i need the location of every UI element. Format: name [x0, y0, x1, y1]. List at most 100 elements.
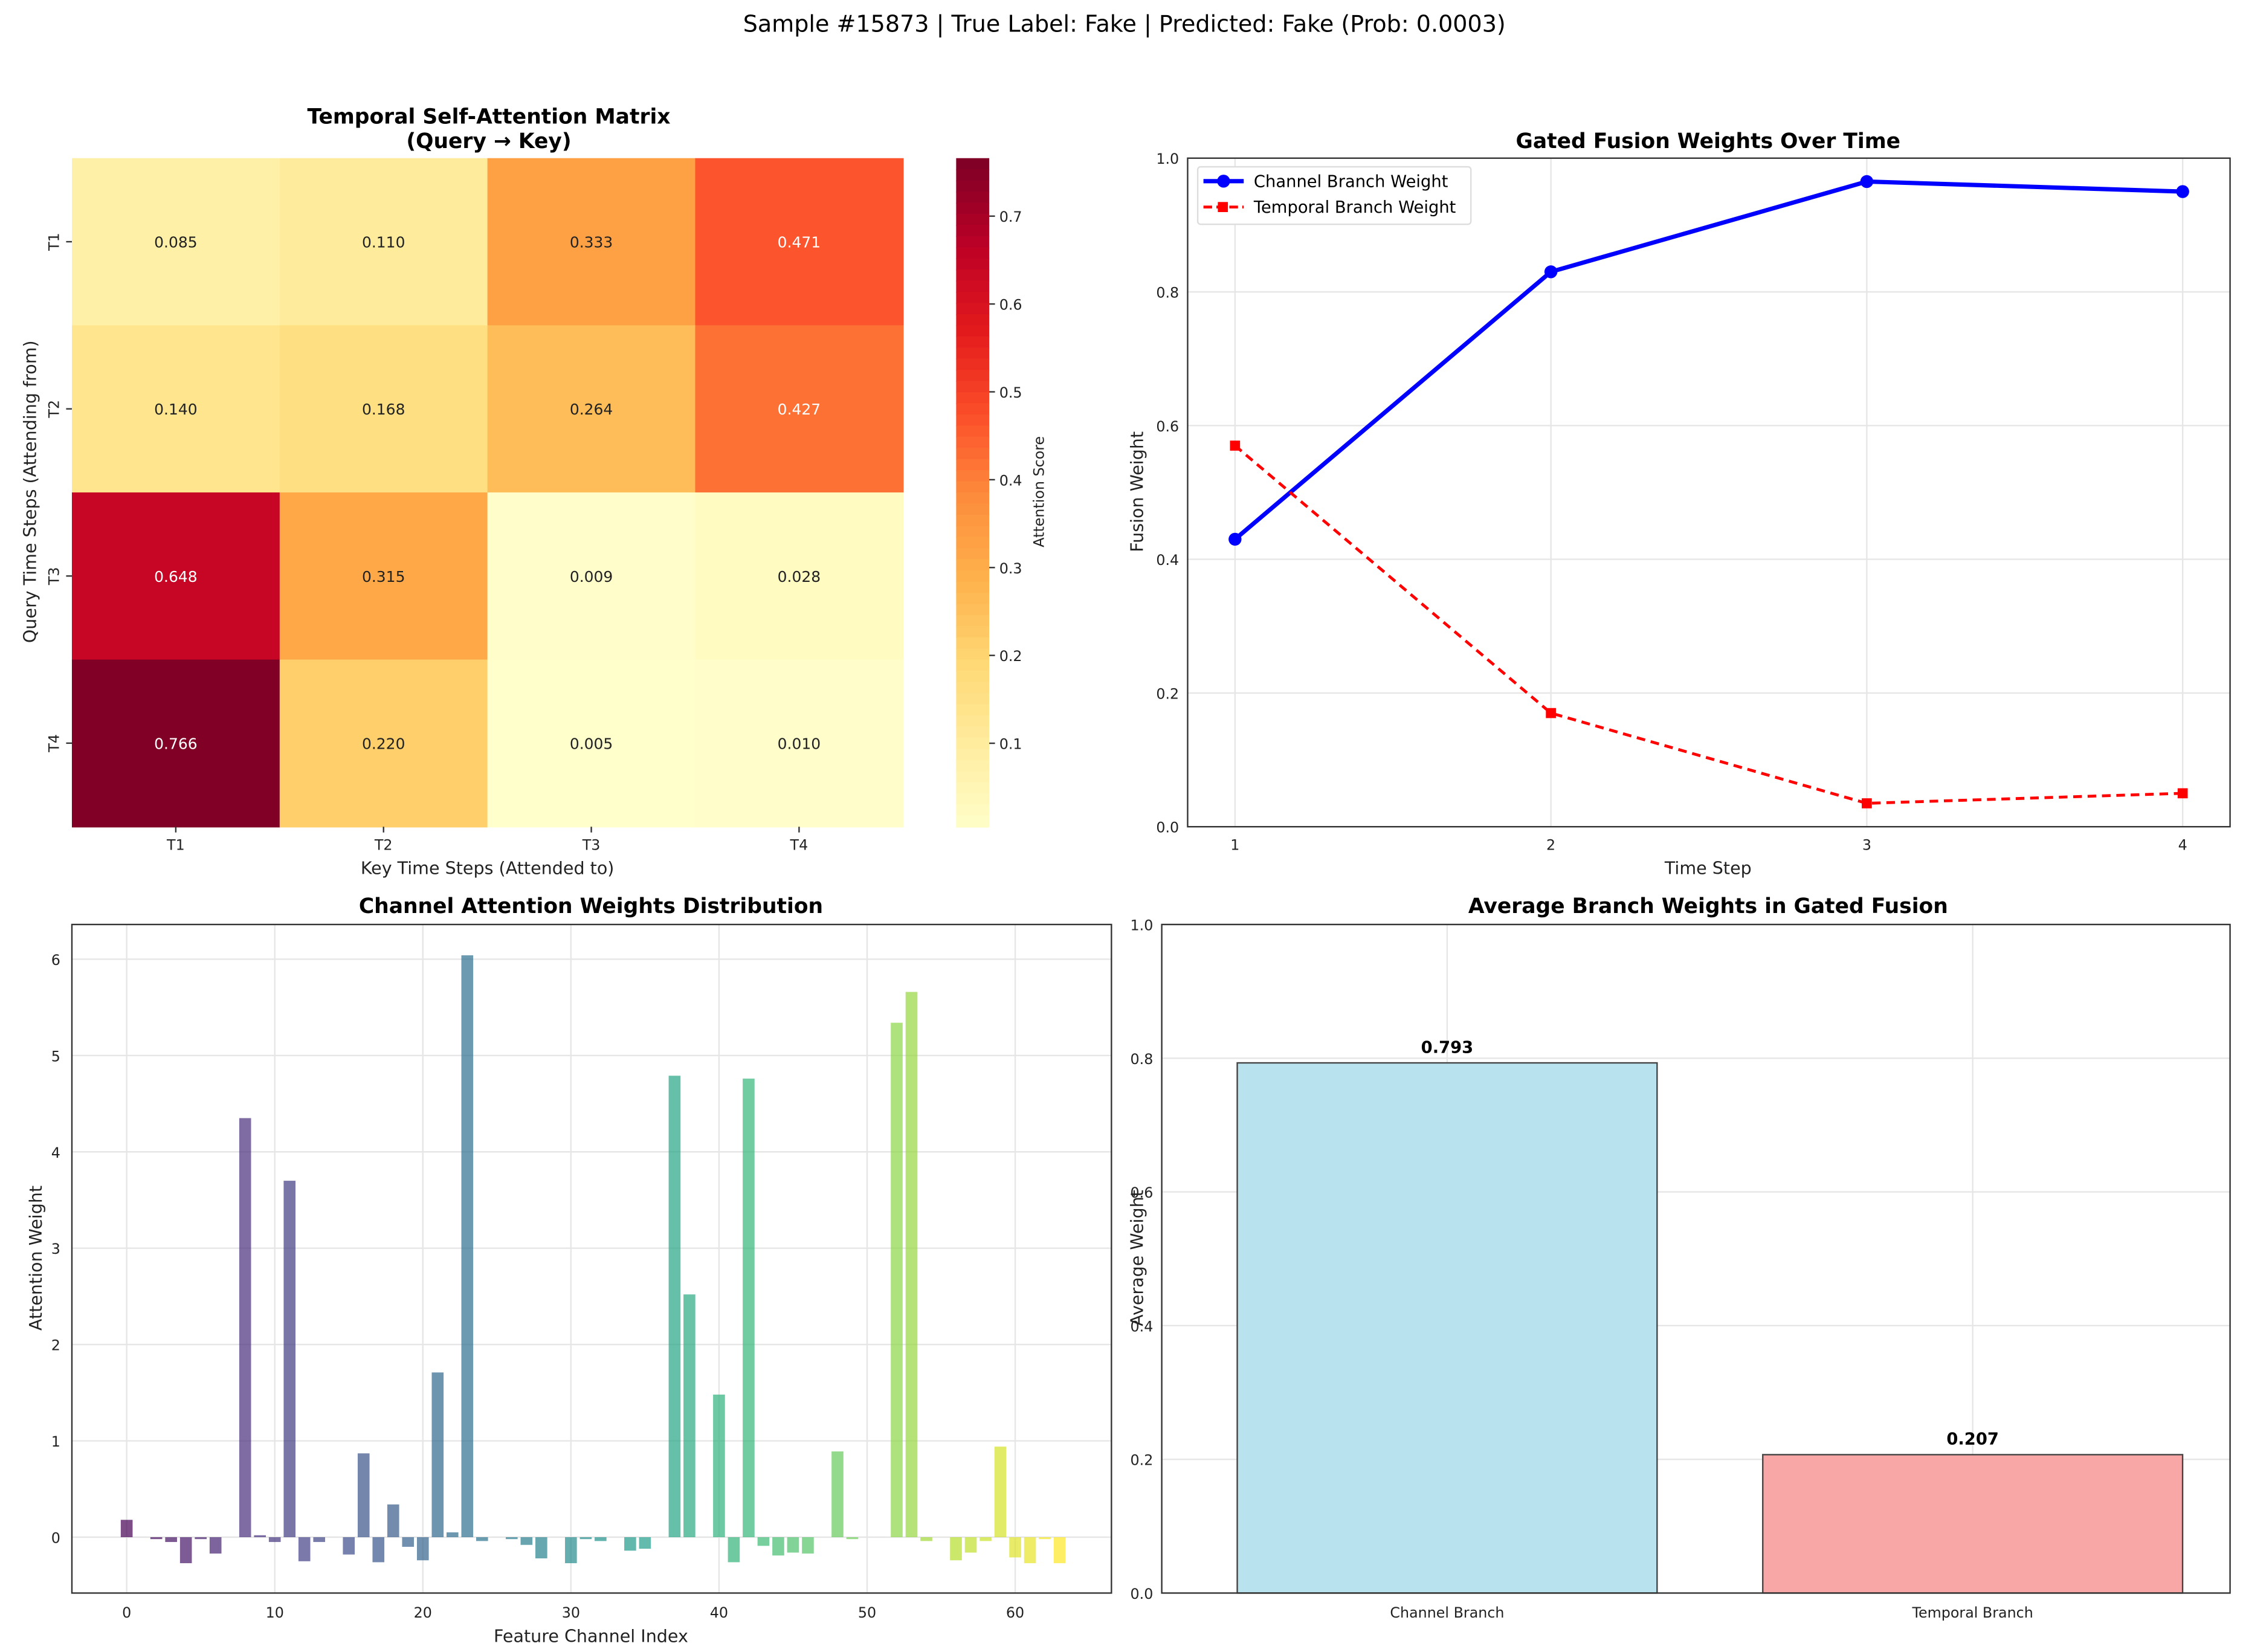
bar-y-tick: 6 [51, 952, 60, 969]
heatmap-cell [71, 325, 280, 494]
colorbar-segment [956, 581, 990, 594]
channel-bar [1053, 1537, 1066, 1564]
colorbar-segment [956, 615, 990, 627]
channel-bar [476, 1537, 488, 1541]
bar-x-tick: 40 [710, 1604, 728, 1621]
avg-bar [1236, 1062, 1658, 1594]
colorbar-segment [956, 737, 990, 750]
colorbar-segment [956, 425, 990, 438]
line-chart-title: Gated Fusion Weights Over Time [1516, 129, 1901, 153]
line-x-tick: 1 [1230, 836, 1239, 853]
avg-y-tick: 0.8 [1131, 1051, 1154, 1068]
colorbar-segment [956, 358, 990, 371]
channel-bar [343, 1537, 355, 1555]
data-point [1544, 265, 1558, 279]
avg-bar-ylabel: Average Weight [1127, 1190, 1147, 1326]
channel-bar [165, 1537, 177, 1542]
heatmap-cell-label: 0.427 [778, 401, 821, 418]
channel-bar [416, 1537, 429, 1561]
line-y-tick: 1.0 [1156, 150, 1179, 167]
data-point [1546, 708, 1556, 718]
bar-x-tick: 30 [562, 1604, 580, 1621]
colorbar-segment [956, 392, 990, 404]
channel-bar [905, 992, 918, 1537]
colorbar-segment [956, 158, 990, 170]
data-point [2177, 788, 2188, 799]
colorbar-segment [956, 592, 990, 605]
line-chart-xlabel: Time Step [1664, 858, 1752, 879]
avg-bar [1762, 1454, 2184, 1594]
heatmap-cell-label: 0.333 [570, 234, 613, 251]
line-y-tick: 0.8 [1156, 285, 1179, 302]
colorbar-segment [956, 225, 990, 237]
heatmap-cell-label: 0.028 [778, 568, 821, 586]
channel-bar [964, 1537, 977, 1553]
heatmap-ylabel: Query Time Steps (Attending from) [19, 340, 40, 643]
bar-y-tick: 1 [51, 1433, 60, 1450]
heatmap-cell [71, 158, 280, 326]
channel-bar [195, 1537, 207, 1540]
series-line-1 [1234, 444, 2183, 805]
colorbar-segment [956, 403, 990, 416]
colorbar-segment [956, 526, 990, 538]
colorbar-segment [956, 169, 990, 182]
channel-bar [520, 1537, 533, 1545]
bar-x-tick: 50 [858, 1604, 876, 1621]
data-point [1228, 532, 1242, 546]
channel-bar [595, 1537, 607, 1541]
channel-bar [1024, 1537, 1036, 1564]
heatmap-xlabel: Key Time Steps (Attended to) [361, 858, 615, 879]
data-point [1230, 440, 1241, 451]
heatmap-cell-label: 0.264 [570, 401, 613, 418]
heatmap-x-tick: T2 [374, 836, 393, 853]
channel-bar [120, 1520, 133, 1537]
channel-bar [179, 1537, 192, 1564]
bar-x-tick: 0 [122, 1604, 131, 1621]
bar-x-tick: 60 [1006, 1604, 1024, 1621]
bar-x-tick: 20 [414, 1604, 432, 1621]
heatmap-cell [695, 158, 904, 326]
heatmap-cell [487, 659, 696, 828]
legend-box [1196, 166, 1472, 225]
channel-bar [772, 1537, 784, 1556]
line-y-tick: 0.4 [1156, 552, 1179, 569]
avg-y-tick: 0.4 [1131, 1318, 1154, 1335]
legend-marker [1218, 202, 1228, 212]
colorbar-segment [956, 682, 990, 694]
colorbar-segment [956, 804, 990, 817]
heatmap-cell [487, 158, 696, 326]
channel-bar [846, 1537, 859, 1540]
colorbar-segment [956, 514, 990, 527]
colorbar-segment [956, 559, 990, 572]
heatmap-cell-label: 0.648 [154, 568, 197, 586]
colorbar-segment [956, 715, 990, 728]
channel-bar [802, 1537, 814, 1554]
heatmap-cell [695, 659, 904, 828]
heatmap-subtitle: (Query → Key) [406, 129, 571, 153]
colorbar-segment [956, 180, 990, 193]
data-point [2176, 185, 2189, 198]
colorbar-segment [956, 370, 990, 382]
heatmap-cell [71, 492, 280, 660]
colorbar-tick: 0.6 [999, 297, 1022, 314]
avg-bar-value: 0.793 [1421, 1038, 1474, 1057]
heatmap-cell-label: 0.005 [570, 735, 613, 752]
line-x-tick: 2 [1546, 836, 1555, 853]
channel-bar [639, 1537, 651, 1549]
heatmap-cell [695, 492, 904, 660]
channel-bar [920, 1537, 932, 1541]
channel-bar [298, 1537, 311, 1561]
colorbar-label: Attention Score [1031, 436, 1048, 547]
colorbar-segment [956, 414, 990, 427]
colorbar-tick: 0.2 [999, 648, 1022, 665]
colorbar-segment [956, 481, 990, 494]
avg-bar-title: Average Branch Weights in Gated Fusion [1468, 894, 1948, 918]
channel-bar [313, 1537, 326, 1542]
heatmap-x-tick: T3 [582, 836, 601, 853]
channel-bar [1039, 1537, 1051, 1540]
line-x-tick: 3 [1862, 836, 1871, 853]
colorbar-tick: 0.1 [999, 736, 1022, 753]
colorbar-segment [956, 314, 990, 326]
colorbar-tick: 0.7 [999, 208, 1022, 225]
